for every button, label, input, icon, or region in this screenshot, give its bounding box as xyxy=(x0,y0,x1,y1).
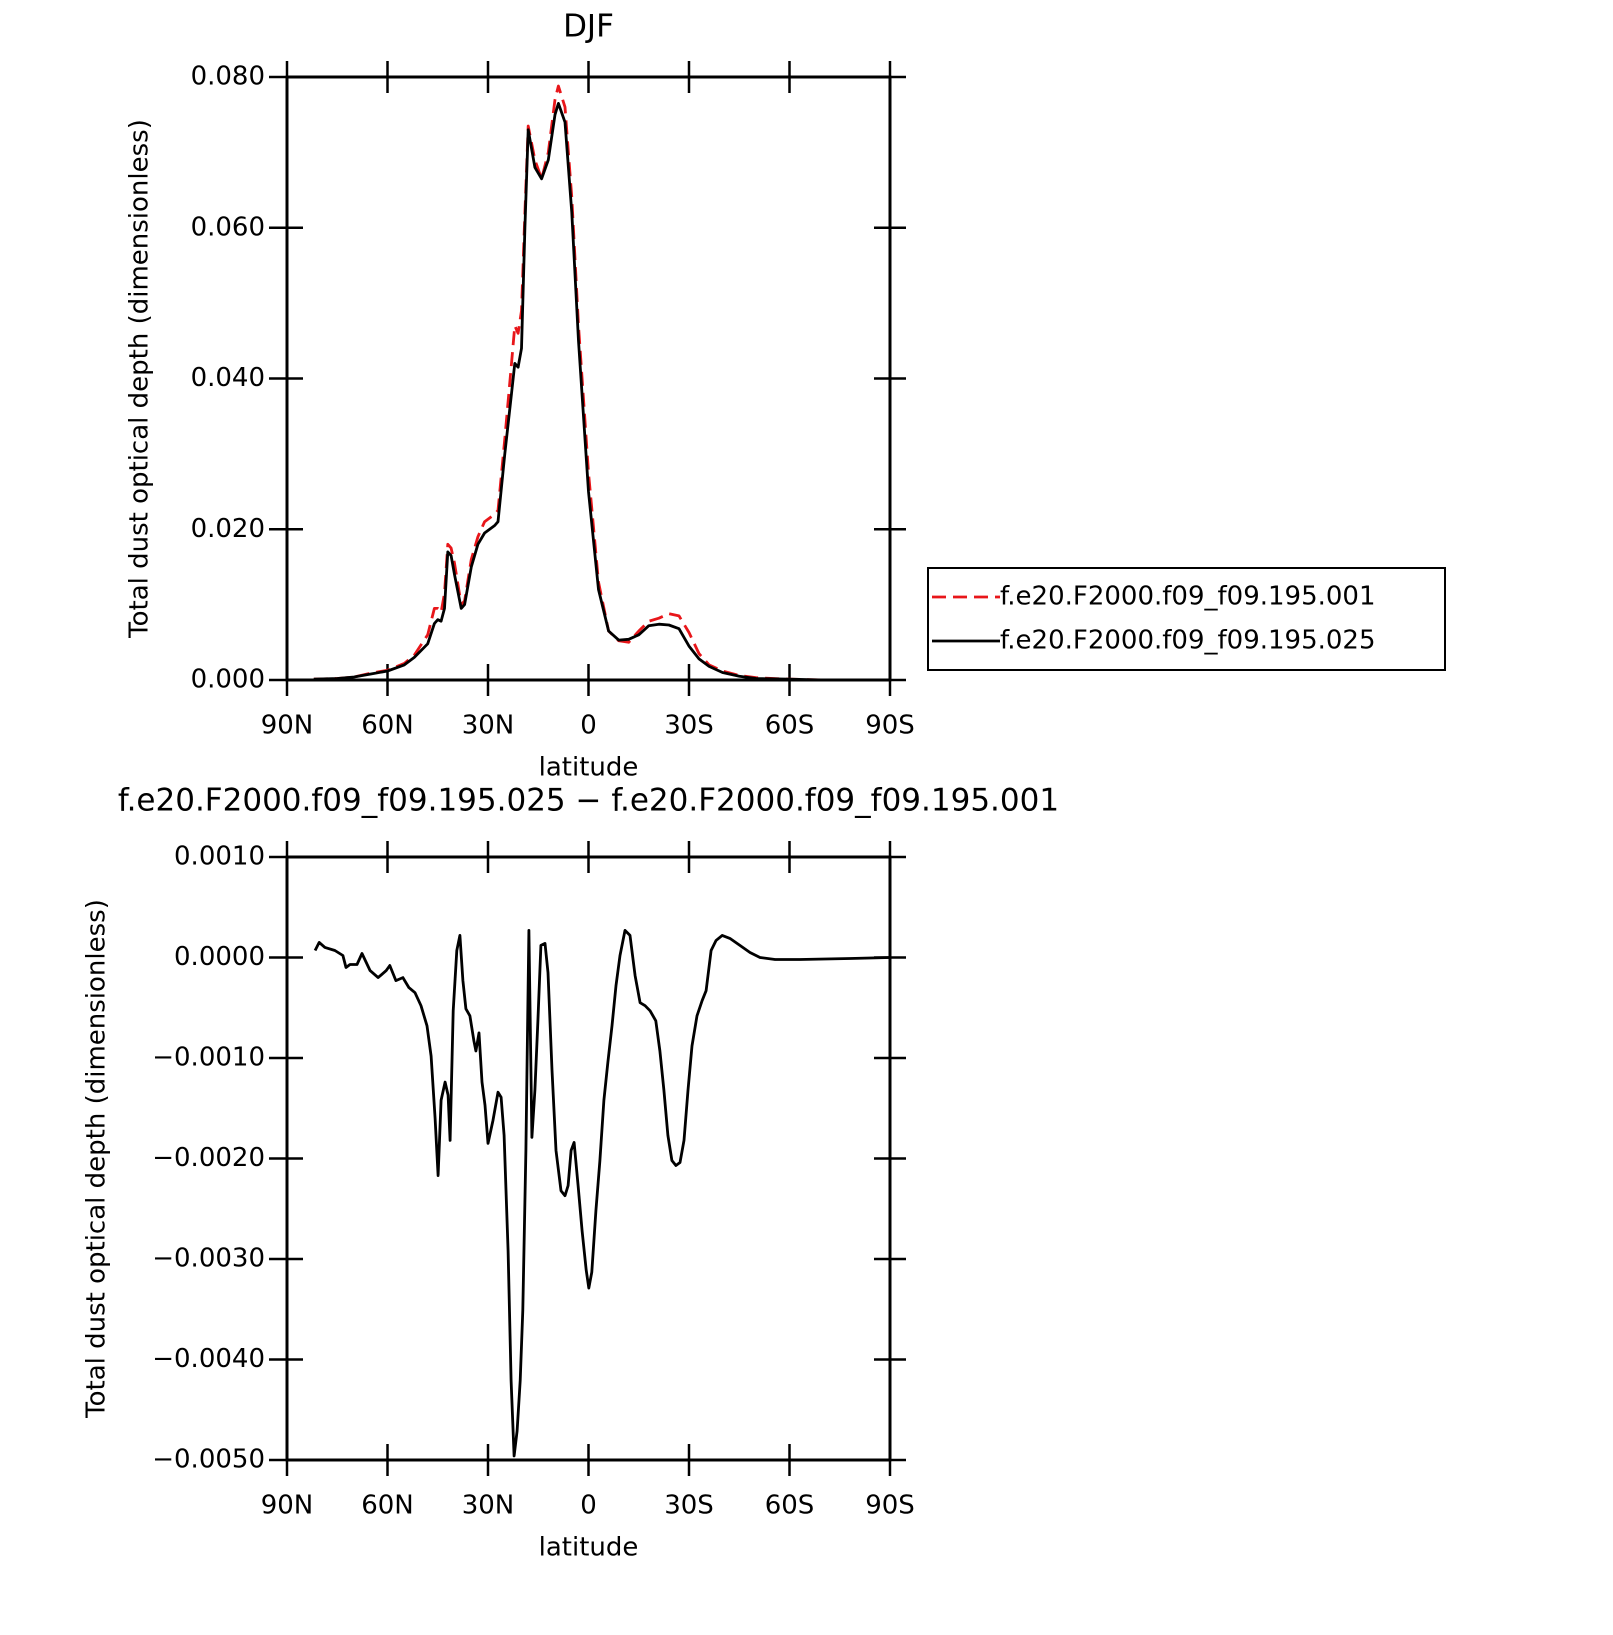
y-tick-label: 0.0000 xyxy=(174,942,265,972)
x-tick-label: 30N xyxy=(462,1491,515,1521)
y-tick-label: 0.080 xyxy=(191,62,265,92)
y-tick-label: −0.0010 xyxy=(152,1043,265,1073)
y-tick-label: 0.000 xyxy=(191,665,265,695)
y-tick-label: −0.0050 xyxy=(152,1445,265,1475)
data-line xyxy=(313,102,890,682)
legend-label: f.e20.F2000.f09_f09.195.025 xyxy=(1000,626,1376,656)
plot-frame xyxy=(285,75,892,682)
chart-title: f.e20.F2000.f09_f09.195.025 − f.e20.F200… xyxy=(118,783,1059,819)
data-line xyxy=(313,84,890,682)
x-tick-label: 30N xyxy=(462,711,515,741)
legend-box xyxy=(927,567,1446,671)
y-tick-label: 0.020 xyxy=(191,514,265,544)
x-tick-label: 60S xyxy=(765,711,815,741)
chart-title: DJF xyxy=(563,9,614,45)
data-line xyxy=(313,929,891,1458)
x-tick-label: 60S xyxy=(765,1491,815,1521)
x-tick-label: 90N xyxy=(261,711,314,741)
x-axis-label: latitude xyxy=(539,753,639,783)
x-tick-label: 60N xyxy=(361,1491,414,1521)
plot-frame xyxy=(285,855,892,1462)
x-tick-label: 0 xyxy=(580,711,597,741)
y-tick-label: 0.060 xyxy=(191,212,265,242)
x-tick-label: 30S xyxy=(664,711,714,741)
x-tick-label: 30S xyxy=(664,1491,714,1521)
y-axis-label: Total dust optical depth (dimensionless) xyxy=(82,899,112,1419)
y-axis-label: Total dust optical depth (dimensionless) xyxy=(125,119,155,639)
y-tick-label: −0.0040 xyxy=(152,1344,265,1374)
y-tick-label: 0.0010 xyxy=(174,842,265,872)
x-axis-label: latitude xyxy=(539,1533,639,1563)
y-tick-label: 0.040 xyxy=(191,363,265,393)
x-tick-label: 60N xyxy=(361,711,414,741)
x-tick-label: 90S xyxy=(865,1491,915,1521)
legend-label: f.e20.F2000.f09_f09.195.001 xyxy=(1000,582,1376,612)
y-tick-label: −0.0020 xyxy=(152,1143,265,1173)
x-tick-label: 90S xyxy=(865,711,915,741)
x-tick-label: 0 xyxy=(580,1491,597,1521)
x-tick-label: 90N xyxy=(261,1491,314,1521)
y-tick-label: −0.0030 xyxy=(152,1244,265,1274)
